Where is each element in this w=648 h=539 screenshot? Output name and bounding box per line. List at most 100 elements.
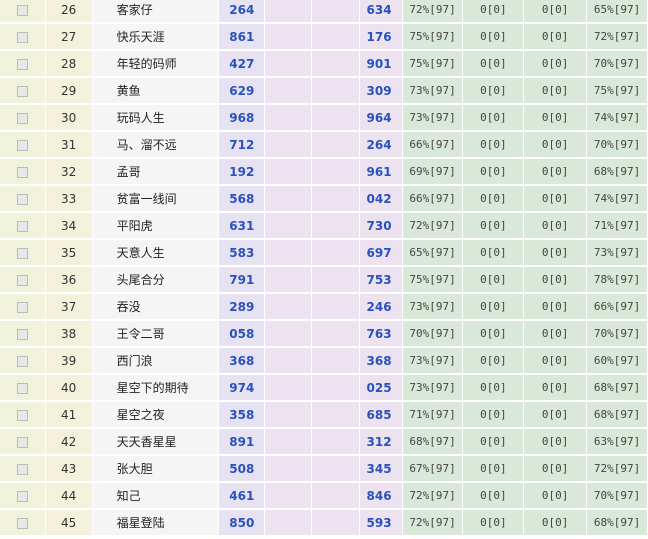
row-number: 27 (45, 23, 93, 51)
value-a: 629 (218, 77, 266, 105)
value-a: 461 (218, 482, 266, 510)
value-a: 427 (218, 50, 266, 78)
stat-4: 68%[97] (586, 158, 648, 186)
checkbox-icon[interactable] (16, 4, 28, 16)
table-row: 39 西门浪 368 368 73%[97] 0[0] 0[0] 60%[97] (0, 347, 648, 375)
stat-4: 78%[97] (586, 266, 648, 294)
checkbox-icon[interactable] (16, 517, 28, 529)
row-checkbox[interactable] (0, 347, 46, 375)
value-a: 508 (218, 455, 266, 483)
checkbox-icon[interactable] (16, 436, 28, 448)
empty-cell (311, 77, 360, 105)
stat-3: 0[0] (523, 482, 588, 510)
row-checkbox[interactable] (0, 266, 46, 294)
checkbox-icon[interactable] (16, 247, 28, 259)
table-row: 42 天天香星星 891 312 68%[97] 0[0] 0[0] 63%[97] (0, 428, 648, 456)
stat-1: 70%[97] (402, 320, 464, 348)
row-checkbox[interactable] (0, 23, 46, 51)
stat-1: 72%[97] (402, 482, 464, 510)
checkbox-icon[interactable] (16, 58, 28, 70)
stat-4: 68%[97] (586, 374, 648, 402)
table-row: 29 黄鱼 629 309 73%[97] 0[0] 0[0] 75%[97] (0, 77, 648, 105)
row-checkbox[interactable] (0, 374, 46, 402)
row-checkbox[interactable] (0, 50, 46, 78)
row-checkbox[interactable] (0, 239, 46, 267)
row-checkbox[interactable] (0, 482, 46, 510)
checkbox-icon[interactable] (16, 355, 28, 367)
checkbox-icon[interactable] (16, 328, 28, 340)
checkbox-icon[interactable] (16, 490, 28, 502)
stat-2: 0[0] (462, 455, 525, 483)
stat-2: 0[0] (462, 239, 525, 267)
checkbox-icon[interactable] (16, 274, 28, 286)
stat-1: 71%[97] (402, 401, 464, 429)
table-row: 34 平阳虎 631 730 72%[97] 0[0] 0[0] 71%[97] (0, 212, 648, 240)
checkbox-icon[interactable] (16, 166, 28, 178)
row-checkbox[interactable] (0, 428, 46, 456)
value-b: 964 (359, 104, 403, 132)
row-checkbox[interactable] (0, 212, 46, 240)
checkbox-icon[interactable] (16, 85, 28, 97)
table-row: 45 福星登陆 850 593 72%[97] 0[0] 0[0] 68%[97] (0, 509, 648, 537)
value-a: 289 (218, 293, 266, 321)
row-checkbox[interactable] (0, 131, 46, 159)
row-number: 38 (45, 320, 93, 348)
row-checkbox[interactable] (0, 104, 46, 132)
stat-4: 70%[97] (586, 131, 648, 159)
row-number: 37 (45, 293, 93, 321)
table-row: 43 张大胆 508 345 67%[97] 0[0] 0[0] 72%[97] (0, 455, 648, 483)
checkbox-icon[interactable] (16, 31, 28, 43)
value-b: 961 (359, 158, 403, 186)
row-name: 马、溜不远 (92, 131, 220, 159)
row-checkbox[interactable] (0, 293, 46, 321)
row-number: 32 (45, 158, 93, 186)
stat-1: 73%[97] (402, 293, 464, 321)
checkbox-icon[interactable] (16, 409, 28, 421)
value-b: 901 (359, 50, 403, 78)
stat-1: 66%[97] (402, 131, 464, 159)
stat-1: 73%[97] (402, 77, 464, 105)
empty-cell (311, 23, 360, 51)
value-a: 568 (218, 185, 266, 213)
row-checkbox[interactable] (0, 77, 46, 105)
row-number: 39 (45, 347, 93, 375)
empty-cell (264, 158, 312, 186)
row-checkbox[interactable] (0, 185, 46, 213)
value-a: 631 (218, 212, 266, 240)
checkbox-icon[interactable] (16, 382, 28, 394)
table-row: 31 马、溜不远 712 264 66%[97] 0[0] 0[0] 70%[97] (0, 131, 648, 159)
stat-1: 69%[97] (402, 158, 464, 186)
empty-cell (264, 320, 312, 348)
row-checkbox[interactable] (0, 455, 46, 483)
value-a: 358 (218, 401, 266, 429)
checkbox-icon[interactable] (16, 220, 28, 232)
row-number: 31 (45, 131, 93, 159)
stat-1: 75%[97] (402, 23, 464, 51)
value-a: 368 (218, 347, 266, 375)
row-number: 42 (45, 428, 93, 456)
empty-cell (311, 509, 360, 537)
row-checkbox[interactable] (0, 320, 46, 348)
empty-cell (311, 0, 360, 24)
row-checkbox[interactable] (0, 401, 46, 429)
table-row: 37 吞没 289 246 73%[97] 0[0] 0[0] 66%[97] (0, 293, 648, 321)
stat-3: 0[0] (523, 293, 588, 321)
value-b: 730 (359, 212, 403, 240)
checkbox-icon[interactable] (16, 112, 28, 124)
checkbox-icon[interactable] (16, 193, 28, 205)
row-name: 王令二哥 (92, 320, 220, 348)
row-checkbox[interactable] (0, 158, 46, 186)
stat-2: 0[0] (462, 0, 525, 24)
stat-1: 68%[97] (402, 428, 464, 456)
value-b: 025 (359, 374, 403, 402)
row-name: 头尾合分 (92, 266, 220, 294)
checkbox-icon[interactable] (16, 463, 28, 475)
row-checkbox[interactable] (0, 0, 46, 24)
empty-cell (311, 320, 360, 348)
checkbox-icon[interactable] (16, 139, 28, 151)
checkbox-icon[interactable] (16, 301, 28, 313)
value-b: 264 (359, 131, 403, 159)
stat-2: 0[0] (462, 320, 525, 348)
row-checkbox[interactable] (0, 509, 46, 537)
empty-cell (264, 77, 312, 105)
